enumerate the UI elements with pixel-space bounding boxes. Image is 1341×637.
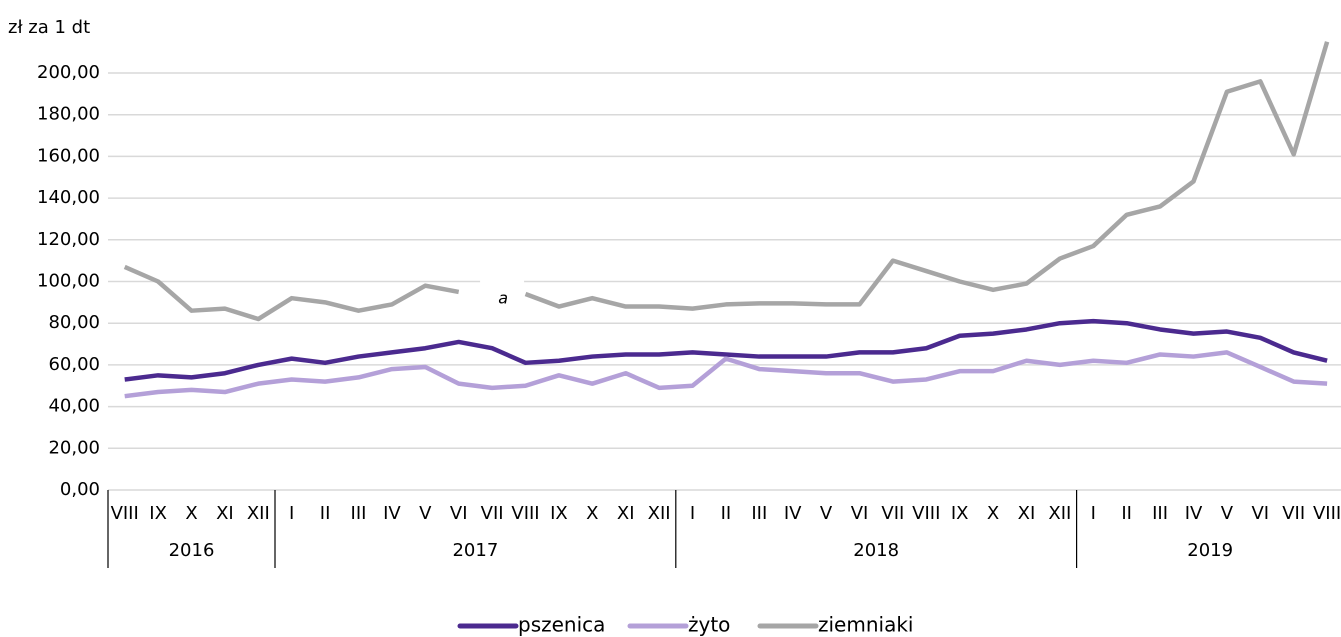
x-tick-label: I: [289, 503, 294, 524]
x-tick-label: VIII: [1313, 503, 1341, 524]
y-tick-label: 140,00: [37, 187, 100, 208]
legend-label: pszenica: [518, 613, 605, 637]
group-label: 2017: [452, 540, 498, 561]
x-tick-label: VIII: [912, 503, 940, 524]
x-tick-label: V: [419, 503, 432, 524]
y-tick-label: 160,00: [37, 145, 100, 166]
series-line: [124, 318, 1328, 382]
x-tick-label: II: [1121, 503, 1132, 524]
y-tick-label: 120,00: [37, 229, 100, 250]
x-tick-label: V: [1221, 503, 1234, 524]
x-tick-label: XII: [247, 503, 270, 524]
legend-label: ziemniaki: [818, 613, 913, 637]
x-tick-label: IV: [1185, 503, 1203, 524]
x-tick-label: IX: [149, 503, 167, 524]
group-label: 2018: [853, 540, 899, 561]
x-tick-label: X: [185, 503, 197, 524]
x-tick-label: III: [351, 503, 367, 524]
x-tick-label: XI: [216, 503, 234, 524]
x-tick-label: II: [721, 503, 732, 524]
plot-area: [123, 41, 1330, 399]
x-tick-label: VI: [851, 503, 869, 524]
x-tick-label: X: [987, 503, 999, 524]
y-tick-label: 180,00: [37, 104, 100, 125]
x-tick-label: I: [690, 503, 695, 524]
y-tick-label: 60,00: [48, 354, 100, 375]
x-tick-label: IX: [550, 503, 568, 524]
x-tick-label: II: [320, 503, 331, 524]
y-tick-label: 200,00: [37, 62, 100, 83]
annotation: a: [498, 288, 508, 307]
series-line: [124, 350, 1328, 399]
x-tick-label: IV: [784, 503, 802, 524]
x-tick-label: XI: [1018, 503, 1036, 524]
x-tick-label: IX: [951, 503, 969, 524]
x-tick-label: VIII: [511, 503, 539, 524]
x-tick-label: III: [1152, 503, 1168, 524]
x-tick-label: IV: [383, 503, 401, 524]
annotation-box: [480, 278, 525, 307]
y-tick-label: 100,00: [37, 271, 100, 292]
y-tick-label: 20,00: [48, 437, 100, 458]
legend-label: żyto: [688, 613, 730, 637]
x-tick-label: XI: [617, 503, 635, 524]
group-label: 2016: [169, 540, 215, 561]
x-tick-label: XII: [648, 503, 671, 524]
x-tick-label: VII: [881, 503, 904, 524]
y-axis-label: zł za 1 dt: [8, 17, 90, 38]
y-tick-label: 0,00: [60, 479, 100, 500]
x-tick-label: VIII: [111, 503, 139, 524]
y-tick-label: 40,00: [48, 396, 100, 417]
series-line: [123, 41, 1330, 322]
x-tick-label: XII: [1048, 503, 1071, 524]
x-tick-label: VII: [1282, 503, 1305, 524]
x-tick-label: VI: [1251, 503, 1269, 524]
x-tick-label: III: [751, 503, 767, 524]
x-tick-label: I: [1091, 503, 1096, 524]
y-tick-label: 80,00: [48, 312, 100, 333]
group-label: 2019: [1187, 540, 1233, 561]
x-tick-label: X: [586, 503, 598, 524]
x-tick-label: VI: [450, 503, 468, 524]
x-tick-label: VII: [481, 503, 504, 524]
x-tick-label: V: [820, 503, 833, 524]
